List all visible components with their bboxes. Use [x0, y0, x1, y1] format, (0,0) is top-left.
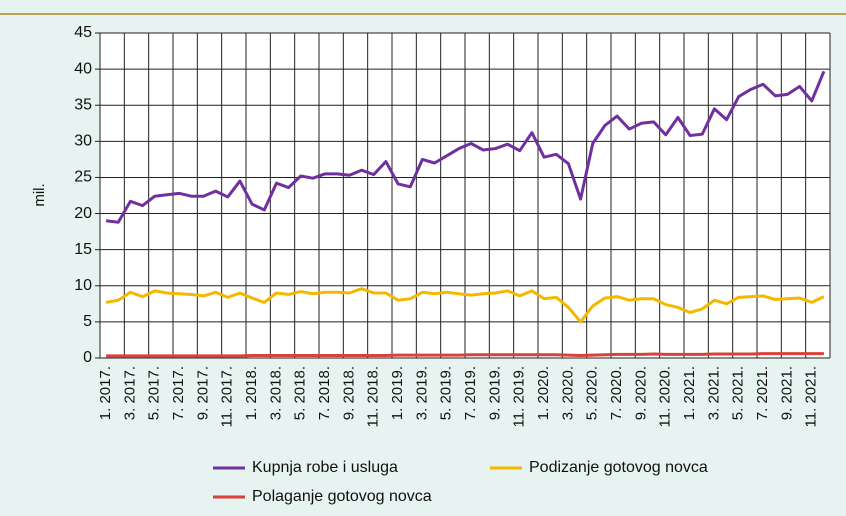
- x-tick-label: 5. 2019.: [438, 366, 455, 420]
- y-tick-label: 35: [74, 96, 92, 113]
- x-tick-label: 9. 2019.: [486, 366, 503, 420]
- x-tick-label: 5. 2017.: [146, 366, 163, 420]
- x-tick-label: 5. 2018.: [292, 366, 309, 420]
- y-tick-label: 20: [74, 205, 92, 222]
- legend-label: Kupnja robe i usluga: [252, 459, 398, 476]
- series-line: [105, 70, 826, 224]
- x-tick-label: 11. 2017.: [219, 366, 236, 427]
- x-tick-label: 5. 2020.: [584, 366, 601, 420]
- y-tick-label: 30: [74, 133, 92, 150]
- x-tick-label: 1. 2021.: [681, 366, 698, 420]
- x-tick-label: 11. 2020.: [657, 366, 674, 427]
- y-tick-label: 25: [74, 169, 92, 186]
- x-tick-label: 7. 2021.: [754, 366, 771, 420]
- x-tick-label: 1. 2018.: [243, 366, 260, 420]
- series-line: [105, 287, 825, 324]
- x-tick-label: 5. 2021.: [730, 366, 747, 420]
- x-tick-label: 9. 2020.: [632, 366, 649, 420]
- x-tick-label: 7. 2019.: [462, 366, 479, 420]
- x-tick-label: 7. 2020.: [608, 366, 625, 420]
- x-tick-label: 9. 2018.: [340, 366, 357, 420]
- x-tick-label: 11. 2018.: [365, 366, 382, 427]
- y-tick-label: 45: [74, 24, 92, 41]
- x-tick-label: 7. 2018.: [316, 366, 333, 420]
- y-axis-label: mil.: [31, 183, 48, 206]
- x-tick-label: 3. 2017.: [121, 366, 138, 420]
- x-tick-label: 1. 2017.: [97, 366, 114, 420]
- y-tick-label: 40: [74, 60, 92, 77]
- y-tick-label: 5: [83, 313, 92, 330]
- x-tick-label: 1. 2019.: [389, 366, 406, 420]
- x-tick-label: 7. 2017.: [170, 366, 187, 420]
- x-tick-label: 9. 2017.: [194, 366, 211, 420]
- x-tick-label: 11. 2021.: [803, 366, 820, 427]
- x-tick-label: 3. 2020.: [559, 366, 576, 420]
- x-tick-label: 3. 2021.: [705, 366, 722, 420]
- series-line: [106, 352, 824, 358]
- y-tick-label: 10: [74, 277, 92, 294]
- legend-label: Polaganje gotovog novca: [252, 488, 432, 505]
- x-tick-label: 3. 2018.: [267, 366, 284, 420]
- x-tick-label: 11. 2019.: [511, 366, 528, 427]
- y-tick-label: 15: [74, 241, 92, 258]
- x-tick-label: 1. 2020.: [535, 366, 552, 420]
- x-tick-label: 9. 2021.: [778, 366, 795, 420]
- y-tick-label: 0: [83, 349, 92, 366]
- x-tick-label: 3. 2019.: [413, 366, 430, 420]
- legend-label: Podizanje gotovog novca: [529, 459, 708, 476]
